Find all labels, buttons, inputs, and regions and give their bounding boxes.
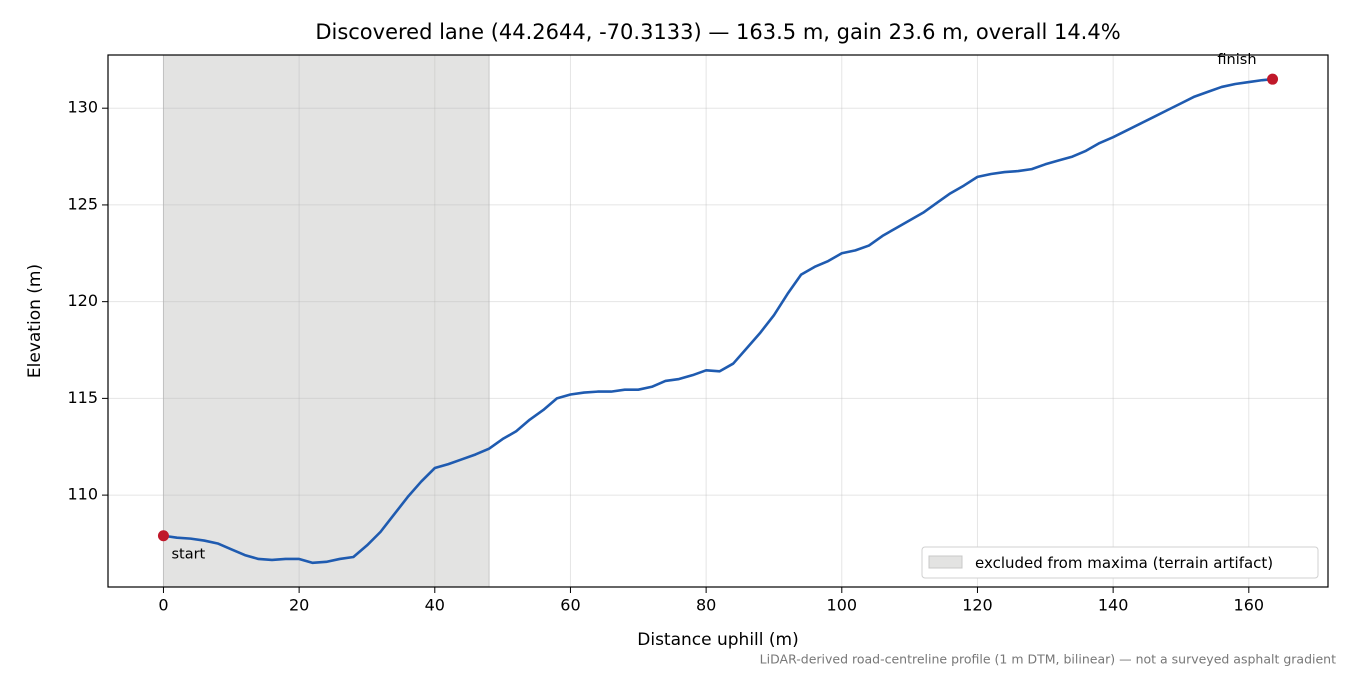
shaded-span [162,54,490,588]
y-tick-label: 120 [67,291,98,310]
point-annotation: start [171,547,205,563]
x-tick-label: 120 [962,596,993,615]
elevation-line [163,77,1273,565]
x-tick-label: 60 [560,596,580,615]
point-annotation: finish [1217,52,1256,68]
x-tick-label: 20 [289,596,309,615]
chart-title: Discovered lane (44.2644, -70.3133) — 16… [315,20,1120,44]
x-tick-label: 140 [1098,596,1129,615]
x-tick-label: 0 [158,596,168,615]
footnote: LiDAR-derived road-centreline profile (1… [760,652,1336,667]
endpoint-marker [157,530,169,542]
plot-frame [107,54,1329,588]
y-tick-label: 125 [67,194,98,213]
x-axis-label: Distance uphill (m) [637,630,798,650]
endpoint-marker [1267,73,1279,85]
x-tick-label: 40 [425,596,445,615]
legend-label: excluded from maxima (terrain artifact) [975,554,1273,572]
y-tick-label: 130 [67,98,98,117]
y-tick-label: 115 [67,388,98,407]
x-tick-label: 80 [696,596,716,615]
y-axis-label: Elevation (m) [25,264,45,378]
y-tick-label: 110 [67,485,98,504]
legend-swatch [928,555,963,569]
x-tick-label: 160 [1234,596,1265,615]
x-tick-label: 100 [827,596,858,615]
legend-box [921,546,1319,579]
